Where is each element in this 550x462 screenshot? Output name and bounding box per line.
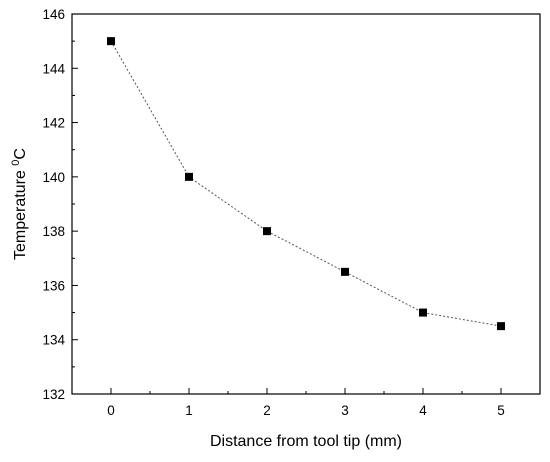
y-tick-label: 136 bbox=[42, 278, 65, 293]
series-line bbox=[110, 40, 502, 327]
y-axis-ticks: 132 134 136 138 140 142 144 146 bbox=[42, 7, 78, 402]
plot-frame bbox=[71, 13, 541, 395]
y-tick-label: 146 bbox=[42, 7, 65, 22]
x-tick-label: 2 bbox=[263, 403, 271, 418]
x-tick-label: 3 bbox=[341, 403, 349, 418]
y-tick-label: 140 bbox=[42, 170, 65, 185]
data-point bbox=[107, 37, 115, 46]
x-axis-ticks: 0 1 2 3 4 5 bbox=[71, 388, 541, 418]
x-tick-label: 5 bbox=[497, 403, 505, 418]
series-layer bbox=[107, 37, 505, 331]
y-tick-label: 138 bbox=[42, 224, 65, 239]
y-axis-title-main: Temperature bbox=[12, 166, 29, 260]
x-tick-label: 4 bbox=[419, 403, 427, 418]
x-tick-label: 0 bbox=[107, 403, 115, 418]
data-point bbox=[497, 322, 505, 331]
data-point bbox=[419, 308, 427, 317]
y-axis-title-unit: C bbox=[12, 148, 29, 160]
y-tick-label: 142 bbox=[42, 116, 65, 131]
y-tick-label: 132 bbox=[42, 387, 65, 402]
x-tick-label: 1 bbox=[185, 403, 193, 418]
y-tick-label: 134 bbox=[42, 333, 65, 348]
data-point bbox=[263, 227, 271, 236]
y-tick-label: 144 bbox=[42, 61, 65, 76]
y-axis-title-superscript: 0 bbox=[10, 160, 22, 166]
data-point bbox=[185, 172, 193, 181]
data-point bbox=[341, 267, 349, 276]
y-axis-title: Temperature 0C bbox=[10, 148, 29, 260]
x-axis-title: Distance from tool tip (mm) bbox=[210, 433, 402, 450]
